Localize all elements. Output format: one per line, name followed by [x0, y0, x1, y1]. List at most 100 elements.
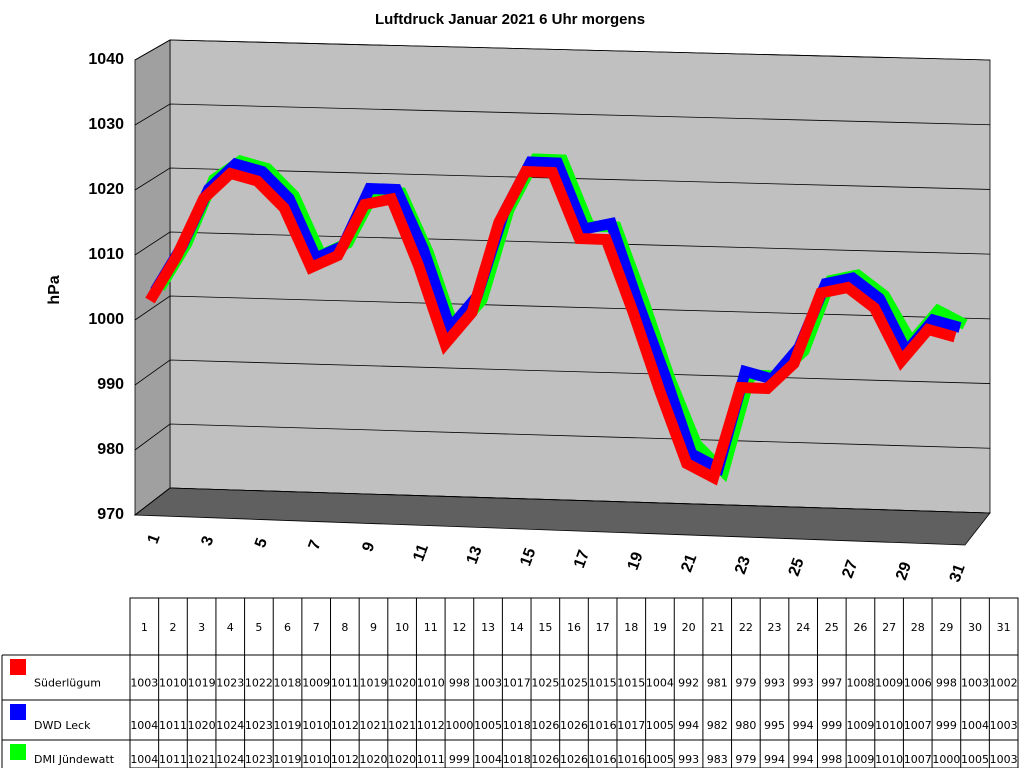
table-cell: 1015	[589, 677, 617, 690]
table-cell: 994	[764, 753, 785, 766]
table-cell: 1016	[589, 719, 617, 732]
table-cell: 1017	[503, 677, 531, 690]
x-tick-label: 1	[145, 532, 164, 546]
table-cell: 1003	[961, 677, 989, 690]
x-tick-label: 13	[464, 544, 486, 567]
table-cell: 979	[735, 677, 756, 690]
x-tick-label: 9	[359, 540, 378, 554]
table-cell: 1003	[990, 719, 1018, 732]
x-tick-label: 15	[517, 546, 539, 569]
table-cell: 1023	[245, 719, 273, 732]
table-header: 12	[452, 621, 466, 634]
table-header: 29	[939, 621, 953, 634]
legend-label: DWD Leck	[34, 719, 91, 732]
table-cell: 1004	[474, 753, 502, 766]
table-header: 1	[141, 621, 148, 634]
table-cell: 1009	[302, 677, 330, 690]
series-line	[150, 156, 962, 477]
table-cell: 1012	[331, 753, 359, 766]
grid-line	[134, 103, 991, 126]
table-cell: 1004	[646, 677, 674, 690]
table-header: 21	[710, 621, 724, 634]
table-cell: 1009	[875, 677, 903, 690]
grid-line	[134, 295, 991, 321]
table-cell: 1007	[904, 753, 932, 766]
table-cell: 1024	[216, 719, 244, 732]
table-header: 8	[341, 621, 348, 634]
table-header: 19	[653, 621, 667, 634]
table-cell: 1011	[331, 677, 359, 690]
table-cell: 1019	[274, 753, 302, 766]
table-cell: 982	[707, 719, 728, 732]
table-cell: 1005	[474, 719, 502, 732]
series-line	[145, 165, 957, 486]
table-cell: 1015	[617, 677, 645, 690]
table-cell: 1026	[531, 719, 559, 732]
y-tick-label: 970	[97, 506, 124, 523]
table-header: 16	[567, 621, 581, 634]
table-cell: 994	[793, 753, 814, 766]
y-axis-label: hPa	[46, 275, 63, 304]
table-cell: 998	[821, 753, 842, 766]
x-tick-label: 17	[571, 548, 593, 571]
table-cell: 1010	[302, 753, 330, 766]
table-cell: 1020	[188, 719, 216, 732]
y-tick-label: 1020	[88, 181, 124, 198]
table-cell: 1019	[359, 677, 387, 690]
x-tick-label: 11	[410, 542, 432, 564]
grid-line	[134, 423, 991, 451]
table-header: 10	[395, 621, 409, 634]
table-cell: 1005	[646, 719, 674, 732]
grid-line	[134, 231, 991, 256]
x-tick-label: 19	[625, 550, 647, 573]
x-tick-label: 27	[839, 558, 861, 581]
table-cell: 1021	[188, 753, 216, 766]
grid-line	[134, 487, 991, 516]
table-header: 28	[911, 621, 925, 634]
x-tick-label: 31	[947, 562, 969, 585]
table-cell: 1021	[388, 719, 416, 732]
data-table: 1 2 3 4 5 6 7 8 9 10 11 12 13 14 15 16 17 18 19 20 21 22 23 24 2…	[1, 597, 1019, 768]
table-cell: 993	[678, 753, 699, 766]
table-cell: 1005	[646, 753, 674, 766]
table-cell: 1026	[560, 753, 588, 766]
x-tick-label: 5	[252, 536, 271, 550]
table-cell: 1011	[159, 753, 187, 766]
table-cell: 1018	[503, 719, 531, 732]
table-header: 26	[853, 621, 867, 634]
table-cell: 1009	[846, 753, 874, 766]
table-cell: 1004	[130, 719, 158, 732]
table-header: 18	[624, 621, 638, 634]
table-cell: 1012	[331, 719, 359, 732]
table-cell: 1004	[961, 719, 989, 732]
y-tick-label: 1030	[88, 116, 124, 133]
grid-line	[134, 167, 991, 191]
table-header: 6	[284, 621, 291, 634]
table-cell: 1009	[846, 719, 874, 732]
table-header: 5	[255, 621, 262, 634]
table-cell: 1010	[302, 719, 330, 732]
table-cell: 1011	[159, 719, 187, 732]
table-cell: 1018	[274, 677, 302, 690]
table-header: 25	[825, 621, 839, 634]
table-cell: 1022	[245, 677, 273, 690]
table-header: 27	[882, 621, 896, 634]
table-header: 30	[968, 621, 982, 634]
table-cell: 999	[449, 753, 470, 766]
grid-line	[134, 359, 991, 386]
table-cell: 995	[764, 719, 785, 732]
x-tick-label: 23	[732, 554, 754, 577]
y-tick-label: 990	[97, 376, 124, 393]
table-header: 9	[370, 621, 377, 634]
table-cell: 1011	[417, 753, 445, 766]
table-header: 24	[796, 621, 810, 634]
table-cell: 993	[793, 677, 814, 690]
table-header: 7	[313, 621, 320, 634]
table-header: 15	[538, 621, 552, 634]
table-cell: 1010	[159, 677, 187, 690]
table-cell: 1008	[846, 677, 874, 690]
table-cell: 1025	[531, 677, 559, 690]
table-cell: 1006	[904, 677, 932, 690]
table-cell: 993	[764, 677, 785, 690]
table-cell: 999	[936, 719, 957, 732]
